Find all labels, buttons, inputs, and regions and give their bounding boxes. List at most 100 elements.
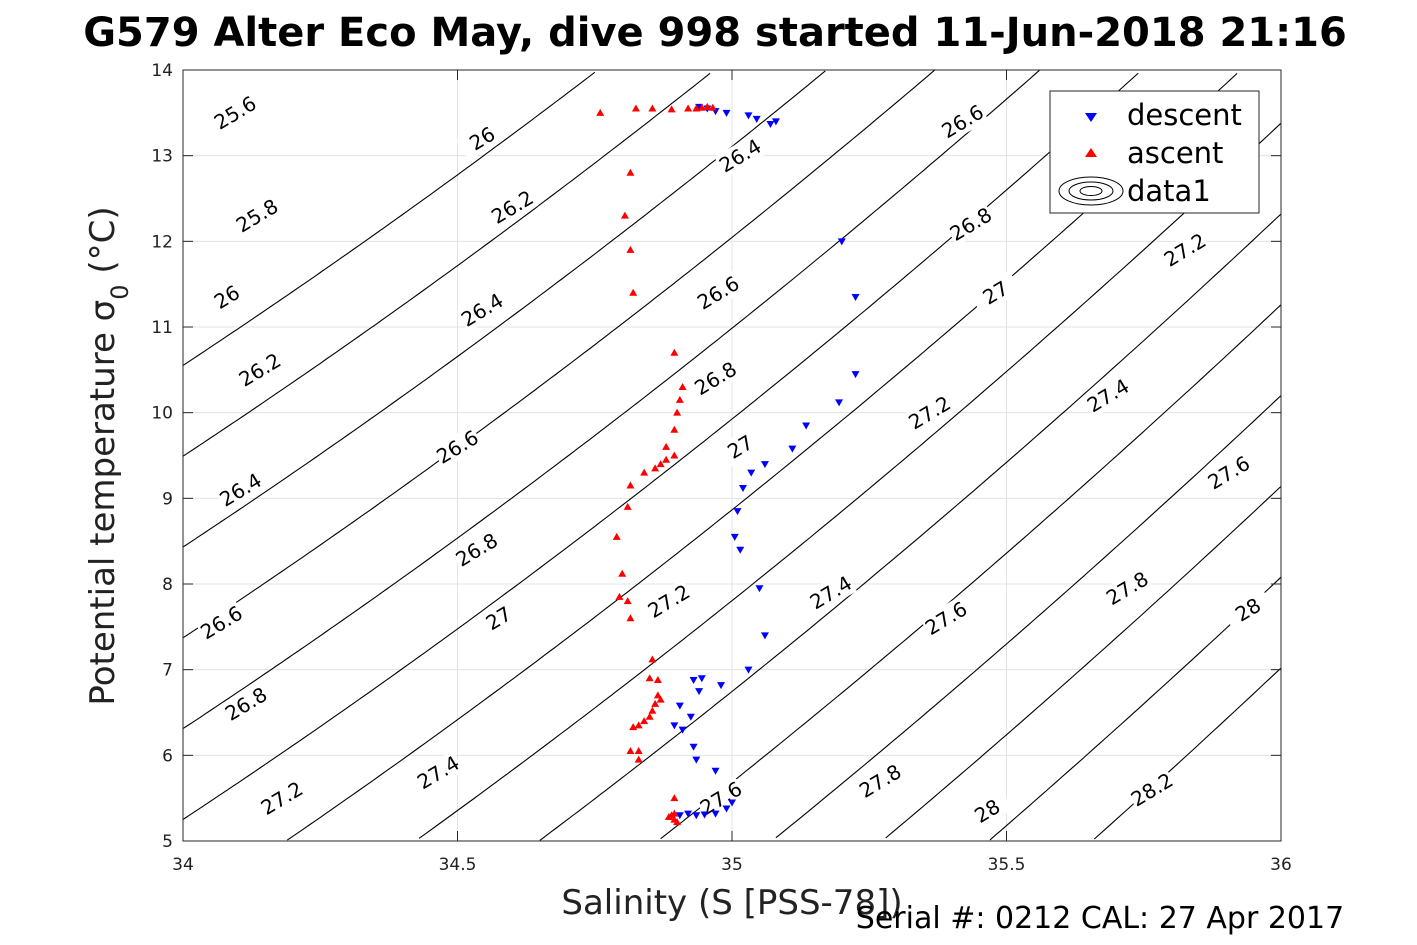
y-tick-label: 5 [162, 832, 173, 852]
descent-point [752, 115, 761, 123]
contour-label: 27.4 [412, 750, 465, 795]
isopycnal-line [660, 304, 1282, 840]
contour-label: 28.2 [1126, 767, 1178, 812]
descent-point [717, 682, 726, 690]
descent-point [722, 109, 731, 117]
isopycnal-line [182, 72, 711, 457]
descent-point [686, 713, 695, 721]
isopycnal-line [182, 69, 936, 639]
contour-label: 27.2 [903, 390, 956, 435]
contour-label-text: 27.4 [413, 751, 464, 795]
ascent-point [692, 104, 701, 112]
ascent-point [662, 455, 671, 463]
descent-point [802, 422, 811, 430]
ascent-point [670, 794, 679, 802]
contour-label: 26 [201, 274, 253, 320]
descent-point [689, 743, 698, 751]
descent-point [755, 585, 764, 593]
x-tick-label: 34 [172, 855, 194, 875]
contour-label-text: 26.8 [946, 202, 997, 246]
contour-label-bg [231, 193, 284, 238]
contour-label-bg [472, 596, 525, 641]
ascent-point [697, 103, 706, 111]
contour-label-bg [695, 776, 747, 821]
contour-label: 27.2 [642, 579, 695, 624]
ascent-point [640, 468, 649, 476]
descent-point [711, 767, 720, 775]
descent-point [675, 812, 684, 820]
contour-label-text: 27.4 [1083, 374, 1134, 418]
isopycnal-line [775, 395, 1282, 839]
contour-label-bg [1222, 587, 1274, 632]
contour-label-text: 26.8 [451, 528, 502, 572]
isopycnal-line [182, 69, 1040, 730]
contour-label-bg [1159, 227, 1211, 273]
contour-label-bg [456, 116, 509, 161]
contour-label: 26.2 [233, 347, 286, 392]
x-tick-label: 35 [721, 855, 743, 875]
contour-label-bg [1202, 450, 1255, 495]
isopycnal-line [418, 122, 1282, 839]
ascent-point [662, 442, 671, 450]
contour-label: 26.6 [195, 600, 248, 645]
ascent-point [626, 481, 635, 489]
legend-descent-label: descent [1127, 98, 1242, 132]
ascent-point [623, 597, 632, 605]
isopycnal-line [286, 72, 1238, 841]
y-axis-title: Potential temperature σ0 (°C) [83, 206, 134, 705]
contour-label-text: 26.6 [693, 271, 744, 315]
ascent-point [629, 723, 638, 731]
contour-label-bg [944, 202, 997, 247]
contour-label-bg [936, 99, 989, 144]
contour-label-text: 26.2 [487, 185, 538, 229]
contour-label-text: 27.2 [257, 776, 308, 820]
contour-label-text: 27.8 [1102, 567, 1153, 611]
contour-label: 27.2 [1159, 227, 1211, 273]
ascent-point [612, 532, 621, 540]
descent-point [684, 810, 693, 818]
contour-label-bg [486, 184, 539, 230]
isopycnal-line [182, 72, 1139, 820]
contour-label-text: 25.8 [232, 194, 283, 238]
y-tick-label: 10 [151, 404, 173, 424]
isopycnal-line [539, 213, 1282, 841]
descent-point [678, 726, 687, 734]
x-tick-label: 36 [1270, 855, 1292, 875]
y-tick-label: 9 [162, 489, 173, 509]
contour-label-bg [233, 347, 286, 392]
y-tick-label: 13 [151, 147, 173, 167]
ascent-point [670, 348, 679, 356]
ascent-point [648, 104, 657, 112]
contour-label-text: 26.8 [690, 357, 741, 401]
y-tick-label: 8 [162, 575, 173, 595]
contour-label-text: 26.4 [215, 468, 266, 512]
contour-label-bg [692, 270, 745, 315]
contour-label-bg [1082, 373, 1134, 418]
descent-point [788, 445, 797, 453]
contour-label-text: 26.2 [235, 348, 286, 392]
ascent-point [596, 108, 605, 116]
ascent-point [656, 695, 665, 703]
contour-label: 25.6 [209, 90, 262, 135]
descent-point [689, 676, 698, 684]
descent-point [771, 118, 780, 126]
descent-point [675, 702, 684, 710]
ascent-point [673, 408, 682, 416]
legend-descent-marker [1085, 113, 1097, 122]
contour-label-bg [642, 579, 695, 624]
descent-point [744, 112, 753, 120]
contour-label-bg [689, 356, 742, 401]
y-tick-label: 12 [151, 232, 173, 252]
contour-label: 27 [969, 270, 1022, 315]
legend-box [1049, 90, 1260, 214]
contour-label-bg [209, 90, 262, 135]
contour-label: 26.2 [486, 184, 539, 230]
ascent-point [626, 747, 635, 755]
descent-point [760, 461, 769, 469]
ascent-point [673, 818, 682, 826]
chart-title: G579 Alter Eco May, dive 998 started 11-… [83, 10, 1347, 56]
legend-ascent-label: ascent [1127, 136, 1223, 170]
ascent-point [670, 425, 679, 433]
legend-ascent-marker [1085, 148, 1097, 157]
